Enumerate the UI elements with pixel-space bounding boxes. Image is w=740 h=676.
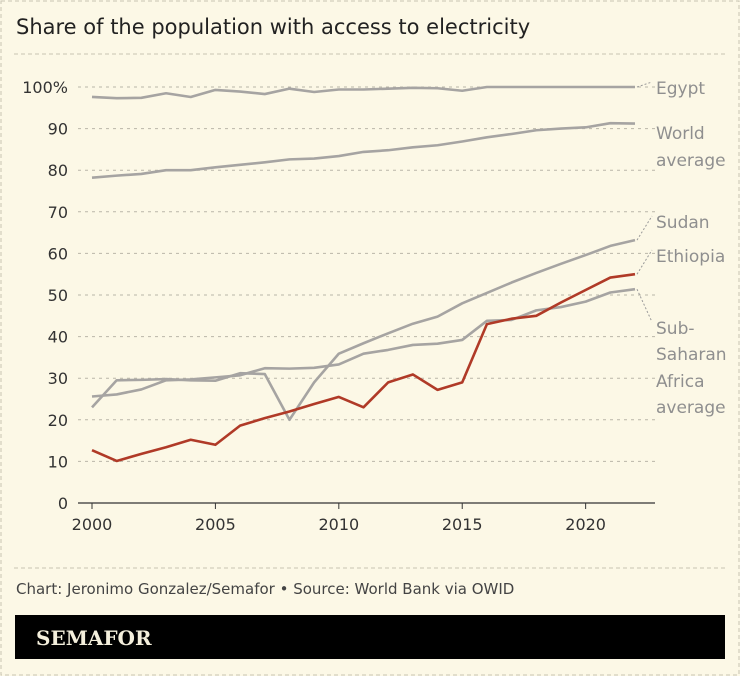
y-tick-label: 60 bbox=[48, 244, 68, 263]
y-tick-label: 0 bbox=[58, 494, 68, 513]
series-label: average bbox=[656, 398, 726, 418]
series-line-sudan bbox=[91, 238, 636, 422]
y-tick-label: 40 bbox=[48, 328, 68, 347]
series-label: average bbox=[656, 151, 726, 171]
y-tick-label: 50 bbox=[48, 286, 68, 305]
series-label: Egypt bbox=[656, 79, 705, 99]
footer-credit: Chart: Jeronimo Gonzalez/Semafor • Sourc… bbox=[16, 580, 514, 598]
series-label: Ethiopia bbox=[656, 247, 725, 267]
series-label: Sub- bbox=[656, 319, 695, 339]
y-tick-label: 90 bbox=[48, 120, 68, 139]
series-line-world-average bbox=[91, 121, 636, 179]
y-tick-label: 80 bbox=[48, 161, 68, 180]
y-tick-label: 20 bbox=[48, 411, 68, 430]
y-tick-label: 100% bbox=[22, 78, 68, 97]
label-leader bbox=[636, 215, 653, 241]
series-line-egypt bbox=[91, 85, 635, 100]
x-tick-label: 2015 bbox=[442, 515, 483, 534]
x-tick-label: 2020 bbox=[565, 515, 606, 534]
series-line-ethiopia bbox=[91, 272, 636, 463]
y-tick-label: 10 bbox=[48, 452, 68, 471]
x-tick-label: 2010 bbox=[318, 515, 359, 534]
logo-bar bbox=[15, 615, 725, 659]
series-label: Sudan bbox=[656, 213, 710, 233]
x-tick-label: 2005 bbox=[195, 515, 236, 534]
semafor-logo: SEMAFOR bbox=[36, 626, 152, 650]
series-label: Africa bbox=[656, 372, 705, 392]
x-tick-label: 2000 bbox=[72, 515, 113, 534]
series-label: World bbox=[656, 124, 705, 144]
label-leader bbox=[636, 81, 653, 88]
label-leader bbox=[636, 249, 653, 275]
y-tick-label: 30 bbox=[48, 369, 68, 388]
chart-title: Share of the population with access to e… bbox=[16, 15, 530, 39]
y-tick-label: 70 bbox=[48, 203, 68, 222]
series-line-sub-saharan-africa-average bbox=[91, 287, 636, 398]
label-leader bbox=[636, 288, 653, 323]
series-label: Saharan bbox=[656, 345, 727, 365]
